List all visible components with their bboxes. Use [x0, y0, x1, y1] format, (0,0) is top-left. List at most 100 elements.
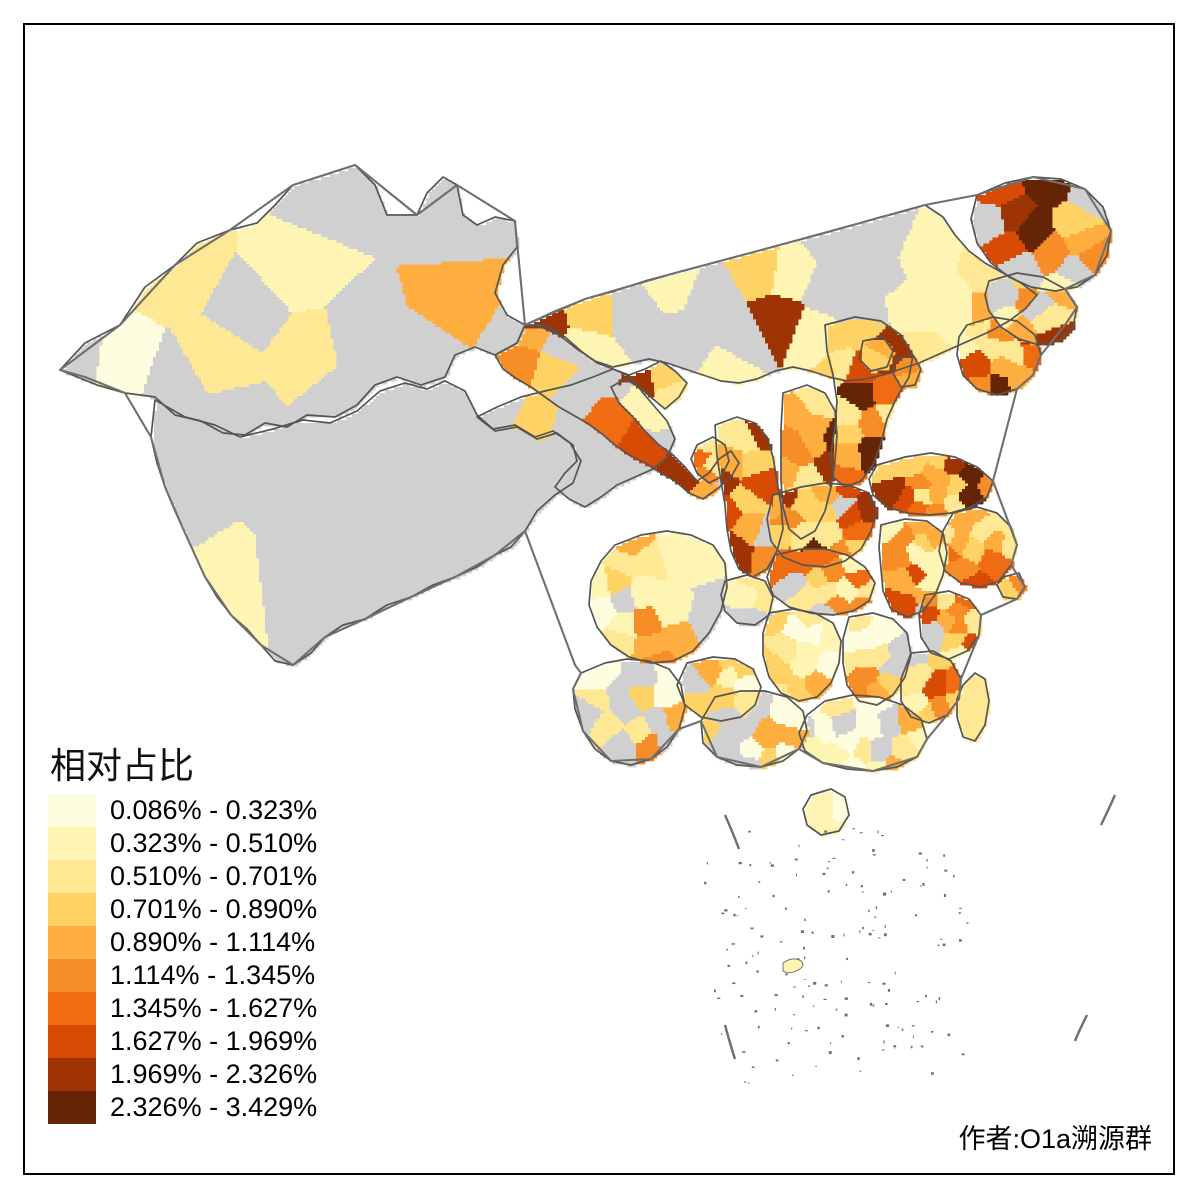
- prefecture-cell[interactable]: [841, 518, 876, 541]
- prefecture-cell[interactable]: [739, 735, 765, 761]
- prefecture-cell[interactable]: [987, 278, 1019, 307]
- prefecture-cell[interactable]: [470, 305, 526, 358]
- prefecture-cell[interactable]: [660, 620, 701, 661]
- prefecture-cell[interactable]: [744, 419, 773, 451]
- prefecture-cell[interactable]: [811, 485, 840, 505]
- prefecture-cell[interactable]: [1030, 230, 1071, 277]
- prefecture-cell[interactable]: [833, 424, 865, 444]
- prefecture-cell[interactable]: [774, 683, 791, 697]
- prefecture-cell[interactable]: [845, 243, 907, 299]
- prefecture-cell[interactable]: [1005, 314, 1037, 346]
- prefecture-cell[interactable]: [800, 225, 859, 266]
- prefecture-cell[interactable]: [881, 542, 913, 571]
- prefecture-cell[interactable]: [243, 461, 341, 544]
- prefecture-cell[interactable]: [718, 659, 738, 670]
- prefecture-cell[interactable]: [192, 521, 269, 652]
- prefecture-cell[interactable]: [808, 521, 843, 550]
- prefecture-cell[interactable]: [654, 533, 695, 583]
- prefecture-cell[interactable]: [1001, 337, 1024, 366]
- prefecture-cell[interactable]: [323, 257, 409, 379]
- prefecture-cell[interactable]: [287, 365, 391, 427]
- prefecture-cell[interactable]: [255, 533, 335, 664]
- prefecture-cell[interactable]: [706, 683, 738, 712]
- prefecture-cell[interactable]: [968, 373, 991, 396]
- prefecture-cell[interactable]: [336, 464, 443, 553]
- prefecture-cell[interactable]: [801, 435, 827, 458]
- prefecture-cell[interactable]: [909, 653, 929, 667]
- prefecture-cell[interactable]: [383, 179, 520, 268]
- prefecture-cell[interactable]: [836, 394, 862, 426]
- prefecture-cell[interactable]: [832, 494, 858, 520]
- prefecture-cell[interactable]: [900, 671, 920, 700]
- prefecture-cell[interactable]: [563, 294, 613, 338]
- prefecture-cell[interactable]: [689, 477, 721, 500]
- prefecture-cell[interactable]: [715, 665, 738, 688]
- prefecture-cell[interactable]: [881, 566, 916, 595]
- prefecture-cell[interactable]: [641, 706, 670, 735]
- prefecture-cell[interactable]: [236, 212, 376, 313]
- prefecture-cell[interactable]: [786, 674, 806, 700]
- prefecture-cell[interactable]: [134, 230, 238, 328]
- prefecture-cell[interactable]: [852, 736, 872, 765]
- prefecture-cell[interactable]: [790, 521, 813, 553]
- prefecture-cell[interactable]: [839, 319, 886, 351]
- prefecture-cell[interactable]: [600, 626, 638, 658]
- prefecture-cell[interactable]: [267, 404, 368, 475]
- prefecture-cell[interactable]: [835, 575, 858, 604]
- prefecture-cell[interactable]: [591, 596, 617, 631]
- prefecture-cell[interactable]: [831, 727, 863, 756]
- prefecture-cell[interactable]: [884, 276, 937, 332]
- prefecture-cell[interactable]: [857, 436, 886, 474]
- prefecture-cell[interactable]: [194, 380, 292, 436]
- prefecture-cell[interactable]: [881, 521, 904, 544]
- prefecture-cell[interactable]: [200, 251, 292, 352]
- prefecture-cell[interactable]: [733, 674, 762, 694]
- prefecture-cell[interactable]: [945, 602, 971, 619]
- prefecture-cell[interactable]: [684, 545, 728, 589]
- prefecture-cell[interactable]: [641, 267, 700, 314]
- prefecture-cell[interactable]: [633, 605, 662, 637]
- prefecture-cell[interactable]: [608, 694, 643, 726]
- prefecture-cell[interactable]: [962, 536, 985, 565]
- prefecture-cell[interactable]: [808, 602, 837, 616]
- prefecture-cell[interactable]: [772, 572, 807, 604]
- prefecture-cell[interactable]: [970, 200, 1005, 247]
- prefecture-cell[interactable]: [746, 294, 805, 368]
- prefecture-cell[interactable]: [581, 396, 634, 449]
- prefecture-cell[interactable]: [372, 509, 479, 607]
- prefecture-cell[interactable]: [854, 207, 919, 257]
- prefecture-cell[interactable]: [679, 662, 711, 694]
- prefecture-cell[interactable]: [795, 641, 824, 661]
- prefecture-cell[interactable]: [783, 390, 812, 431]
- prefecture-cell[interactable]: [987, 287, 1004, 316]
- prefecture-cell[interactable]: [913, 488, 933, 505]
- prefecture-cell[interactable]: [1063, 221, 1113, 256]
- prefecture-cell[interactable]: [1000, 194, 1038, 232]
- prefecture-cell[interactable]: [638, 309, 715, 374]
- prefecture-cell[interactable]: [683, 261, 748, 326]
- prefecture-cell[interactable]: [587, 709, 625, 750]
- prefecture-cell[interactable]: [779, 306, 841, 371]
- prefecture-cell[interactable]: [572, 688, 610, 711]
- prefecture-cell[interactable]: [695, 345, 769, 386]
- prefecture-cell[interactable]: [630, 632, 668, 661]
- prefecture-cell[interactable]: [620, 661, 658, 687]
- prefecture-cell[interactable]: [956, 675, 991, 716]
- prefecture-cell[interactable]: [835, 500, 861, 529]
- prefecture-cell[interactable]: [623, 715, 652, 744]
- prefecture-cell[interactable]: [1001, 530, 1018, 562]
- prefecture-cell[interactable]: [899, 593, 919, 619]
- prefecture-cell[interactable]: [653, 679, 685, 708]
- prefecture-cell[interactable]: [780, 614, 806, 643]
- prefecture-cell[interactable]: [615, 533, 656, 556]
- prefecture-cell[interactable]: [948, 617, 968, 634]
- prefecture-cell[interactable]: [650, 378, 688, 410]
- prefecture-cell[interactable]: [780, 456, 800, 491]
- prefecture-cell[interactable]: [438, 419, 527, 520]
- prefecture-cell[interactable]: [869, 615, 904, 644]
- prefecture-cell[interactable]: [857, 648, 874, 668]
- prefecture-cell[interactable]: [140, 326, 208, 421]
- prefecture-cell[interactable]: [855, 712, 884, 741]
- prefecture-cell[interactable]: [603, 566, 632, 595]
- prefecture-cell[interactable]: [1015, 206, 1056, 253]
